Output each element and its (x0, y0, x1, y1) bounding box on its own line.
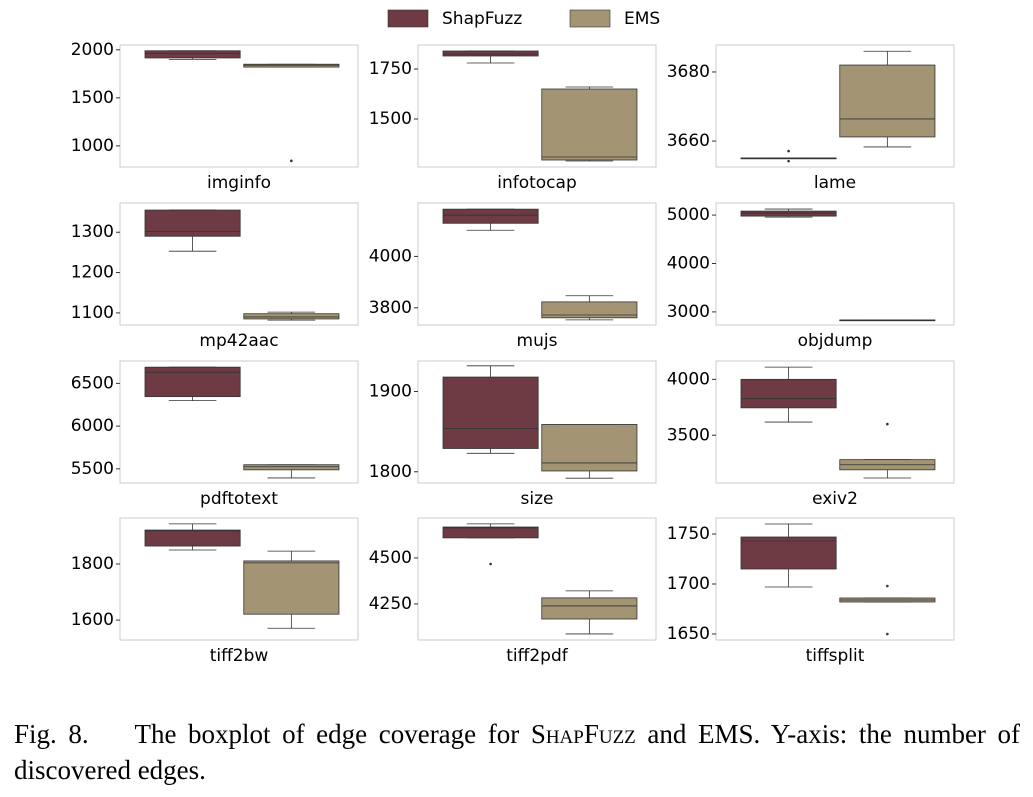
y-tick-label: 3680 (667, 62, 710, 82)
y-tick-label: 4000 (667, 253, 710, 273)
box (144, 529, 241, 547)
legend-swatch (387, 9, 429, 28)
panel-frame (715, 44, 955, 168)
y-tick-label: 3800 (369, 298, 412, 318)
outlier (489, 562, 492, 566)
y-tick-label: 5000 (667, 205, 710, 225)
panel-title: size (521, 489, 554, 509)
caption-name: ShapFuzz (530, 719, 636, 749)
box (442, 526, 539, 539)
box (243, 313, 340, 320)
box (442, 208, 539, 224)
y-tick-label: 1300 (71, 222, 114, 242)
y-tick-label: 1750 (667, 524, 710, 544)
y-tick-label: 1800 (369, 462, 412, 482)
panel-frame (119, 360, 359, 484)
panel-title: tiff2bw (210, 646, 269, 666)
legend-label: EMS (624, 9, 660, 29)
box (144, 366, 241, 398)
legend-label: ShapFuzz (442, 9, 522, 29)
box (541, 301, 638, 319)
y-tick-label: 1900 (369, 382, 412, 402)
figure: ShapFuzz EMS 1000 1500 2000 imginfo 1500 1750 in… (71, 9, 955, 666)
y-tick-label: 1500 (369, 109, 412, 129)
box (243, 464, 340, 471)
legend-swatch (569, 9, 611, 28)
y-tick-label: 4250 (369, 594, 412, 614)
outlier (290, 159, 293, 163)
panel-frame (119, 44, 359, 168)
y-tick-label: 1700 (667, 574, 710, 594)
y-tick-label: 1650 (667, 624, 710, 644)
box (442, 50, 539, 57)
y-tick-label: 4000 (369, 246, 412, 266)
box (243, 560, 340, 615)
box (541, 597, 638, 620)
panel-frame (715, 517, 955, 641)
y-tick-label: 3660 (667, 131, 710, 151)
y-tick-label: 1800 (71, 554, 114, 574)
panel-title: infotocap (497, 173, 577, 193)
box (541, 424, 638, 472)
caption: Fig. 8. The boxplot of edge coverage for… (14, 716, 1020, 788)
outlier (886, 632, 889, 636)
panel-title: tiffsplit (806, 646, 865, 666)
outlier (886, 584, 889, 588)
y-tick-label: 1100 (71, 303, 114, 323)
y-tick-label: 4500 (369, 548, 412, 568)
panel-title: mp42aac (199, 331, 278, 351)
box (740, 210, 837, 217)
outlier (787, 149, 790, 153)
panel-frame (417, 360, 657, 484)
panel-frame (715, 360, 955, 484)
y-tick-label: 3000 (667, 302, 710, 322)
box (740, 378, 837, 409)
y-tick-label: 4000 (667, 369, 710, 389)
box (541, 88, 638, 161)
y-tick-label: 2000 (71, 40, 114, 60)
panel-title: tiff2pdf (506, 646, 568, 666)
box (144, 209, 241, 237)
panel-frame (715, 202, 955, 326)
panel-frame (119, 517, 359, 641)
outlier (886, 422, 889, 426)
panel-frame (417, 202, 657, 326)
panel-frame (417, 517, 657, 641)
y-tick-label: 5500 (71, 459, 114, 479)
panel-title: imginfo (207, 173, 271, 193)
panel-title: lame (814, 173, 856, 193)
y-tick-label: 1750 (369, 59, 412, 79)
box (442, 376, 539, 449)
box (839, 64, 936, 138)
caption-text: The boxplot of edge coverage for (134, 719, 520, 749)
panel-title: mujs (517, 331, 558, 351)
y-tick-label: 6000 (71, 416, 114, 436)
panel-title: pdftotext (200, 489, 278, 509)
outlier (787, 159, 790, 163)
y-tick-label: 1500 (71, 88, 114, 108)
y-tick-label: 1000 (71, 136, 114, 156)
y-tick-label: 1600 (71, 610, 114, 630)
y-tick-label: 1200 (71, 263, 114, 283)
box (740, 536, 837, 570)
y-tick-label: 6500 (71, 373, 114, 393)
caption-label: Fig. 8. (14, 719, 89, 749)
box (243, 63, 340, 68)
panel-frame (119, 202, 359, 326)
panel-title: exiv2 (812, 489, 858, 509)
panel-frame (417, 44, 657, 168)
caption-text: and EMS. Y-axis: the number of discovere… (14, 719, 1020, 785)
box (144, 50, 241, 59)
panel-title: objdump (798, 331, 873, 351)
y-tick-label: 3500 (667, 425, 710, 445)
